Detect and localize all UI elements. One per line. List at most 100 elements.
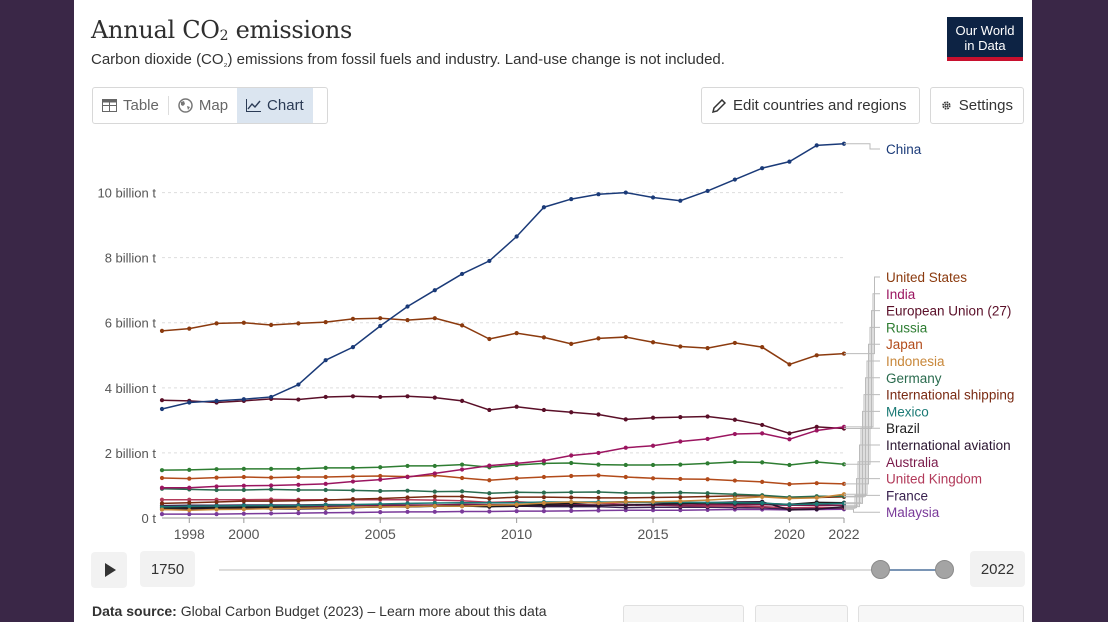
data-point bbox=[269, 498, 274, 504]
data-point bbox=[296, 498, 301, 503]
data-point bbox=[405, 394, 410, 399]
data-point bbox=[432, 395, 437, 400]
data-point bbox=[787, 437, 792, 442]
timeline-selected-range bbox=[880, 569, 944, 571]
series-label: Mexico bbox=[886, 404, 929, 419]
series-label: Brazil bbox=[886, 421, 920, 436]
data-point bbox=[432, 463, 437, 469]
data-point bbox=[405, 504, 410, 509]
data-point bbox=[705, 461, 710, 466]
data-point bbox=[187, 504, 192, 509]
data-point bbox=[514, 331, 519, 336]
data-point bbox=[705, 346, 710, 351]
data-point bbox=[487, 336, 492, 342]
data-point bbox=[296, 382, 301, 387]
label-connector bbox=[844, 360, 880, 495]
data-point bbox=[814, 507, 819, 512]
series-label: Australia bbox=[886, 455, 939, 470]
data-point bbox=[514, 495, 519, 500]
data-point bbox=[214, 475, 219, 480]
data-point bbox=[241, 507, 246, 512]
play-button[interactable] bbox=[91, 552, 127, 588]
data-point bbox=[159, 507, 165, 512]
label-connector bbox=[844, 143, 880, 150]
data-point bbox=[323, 487, 328, 493]
data-source[interactable]: Data source: Global Carbon Budget (2023)… bbox=[92, 603, 547, 619]
data-point bbox=[787, 159, 792, 164]
series-label: European Union (27) bbox=[886, 304, 1011, 319]
data-point bbox=[214, 484, 219, 489]
data-point bbox=[732, 177, 737, 182]
data-point bbox=[350, 465, 356, 470]
timeline-end-handle[interactable] bbox=[935, 560, 954, 579]
data-point bbox=[705, 477, 710, 482]
data-point bbox=[569, 196, 574, 202]
data-point bbox=[787, 507, 792, 512]
data-point bbox=[296, 321, 301, 326]
share-button[interactable] bbox=[755, 605, 848, 622]
data-point bbox=[487, 496, 492, 501]
label-connector bbox=[844, 410, 880, 504]
data-point bbox=[732, 500, 737, 505]
x-tick-label: 2010 bbox=[501, 526, 532, 542]
series-line bbox=[161, 501, 845, 508]
data-point bbox=[569, 495, 574, 500]
data-point bbox=[159, 406, 165, 412]
data-point bbox=[241, 397, 246, 402]
timeline-start-handle[interactable] bbox=[871, 560, 890, 579]
data-point bbox=[814, 143, 819, 148]
timeline-start-year[interactable]: 1750 bbox=[140, 551, 195, 587]
enter-fullscreen-button[interactable] bbox=[858, 605, 1024, 622]
y-tick-label: 6 billion t bbox=[105, 316, 157, 331]
data-point bbox=[514, 490, 519, 495]
series-line bbox=[161, 143, 845, 410]
data-point bbox=[323, 465, 328, 470]
data-point bbox=[596, 489, 601, 495]
data-point bbox=[269, 466, 274, 471]
series-label: Russia bbox=[886, 320, 928, 335]
data-point bbox=[187, 500, 192, 505]
data-point bbox=[432, 288, 437, 293]
tab-map[interactable]: Map bbox=[169, 88, 237, 123]
series-line bbox=[161, 487, 844, 498]
data-point bbox=[760, 494, 765, 499]
tab-map-label: Map bbox=[198, 97, 229, 114]
data-point bbox=[787, 431, 792, 436]
data-point bbox=[241, 503, 246, 508]
series-line bbox=[162, 508, 845, 515]
edit-countries-button[interactable]: Edit countries and regions bbox=[701, 87, 920, 124]
data-point bbox=[596, 336, 601, 341]
data-point bbox=[514, 234, 519, 239]
tab-table[interactable]: Table bbox=[93, 88, 168, 123]
download-button[interactable] bbox=[623, 605, 744, 622]
data-point bbox=[269, 475, 274, 480]
data-point bbox=[732, 492, 737, 497]
data-point bbox=[350, 505, 356, 510]
settings-button[interactable]: Settings bbox=[930, 87, 1024, 124]
data-point bbox=[541, 474, 547, 480]
y-tick-label: 2 billion t bbox=[105, 446, 157, 461]
data-point bbox=[459, 494, 465, 499]
tab-chart[interactable]: Chart bbox=[237, 88, 313, 123]
data-point bbox=[732, 417, 737, 422]
data-point bbox=[705, 491, 710, 496]
owid-logo[interactable]: Our World in Data bbox=[947, 17, 1023, 61]
data-point bbox=[187, 476, 192, 481]
chart-title: Annual CO2 emissions bbox=[91, 16, 353, 44]
data-point bbox=[432, 500, 437, 506]
data-point bbox=[705, 414, 710, 419]
data-point bbox=[814, 481, 819, 486]
data-point bbox=[378, 477, 383, 482]
data-point bbox=[569, 453, 574, 458]
data-point bbox=[459, 489, 465, 494]
timeline-end-year[interactable]: 2022 bbox=[970, 551, 1025, 587]
data-point bbox=[405, 495, 410, 500]
x-tick-label: 2005 bbox=[365, 526, 396, 542]
data-point bbox=[323, 319, 328, 325]
data-point bbox=[814, 424, 819, 429]
data-point bbox=[705, 498, 710, 503]
data-point bbox=[214, 503, 219, 509]
label-connector bbox=[844, 461, 880, 506]
timeline-track[interactable] bbox=[219, 569, 946, 571]
data-point bbox=[678, 198, 683, 203]
